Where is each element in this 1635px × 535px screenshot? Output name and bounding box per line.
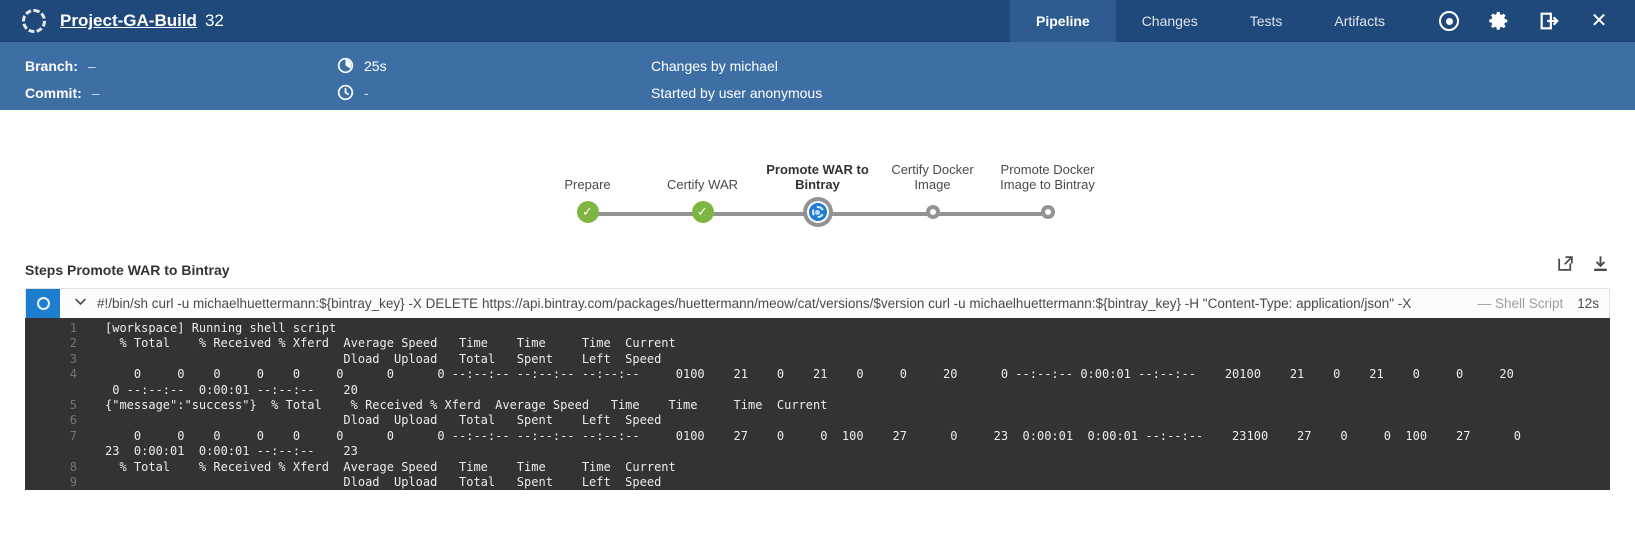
jenkins-blueocean-logo-icon: [22, 9, 46, 33]
console-line-text: 23 0:00:01 0:00:01 --:--:-- 23: [105, 444, 358, 459]
commit-label: Commit:: [25, 84, 82, 101]
stage-node-pending-icon[interactable]: [1040, 205, 1055, 219]
console-line-number[interactable]: 7: [69, 428, 77, 443]
step-command: #!/bin/sh curl -u michaelhuettermann:${b…: [97, 296, 1412, 311]
console-line-text: 0 0 0 0 0 0 0 0 --:--:-- --:--:-- --:--:…: [105, 428, 1522, 443]
stop-build-icon[interactable]: [1437, 9, 1461, 33]
step-row[interactable]: #!/bin/sh curl -u michaelhuettermann:${b…: [25, 288, 1610, 318]
changes-by: Changes by michael: [651, 57, 778, 74]
stage-label: Certify WAR: [666, 177, 739, 192]
console-line-text: {"message":"success"} % Total % Received…: [105, 398, 828, 413]
console-line: 8 % Total % Received % Xferd Average Spe…: [25, 460, 1610, 475]
duration-value: 25s: [364, 57, 387, 74]
console-line-text: 0 --:--:-- 0:00:01 --:--:-- 20: [105, 382, 358, 397]
console-line-number[interactable]: 1: [69, 321, 77, 335]
console-line-text: 0 0 0 0 0 0 0 0 --:--:-- --:--:-- --:--:…: [105, 367, 1514, 382]
estimated-value: -: [364, 84, 369, 101]
console-line: 6 Dload Upload Total Spent Left Speed: [25, 413, 1610, 428]
chevron-down-icon[interactable]: [74, 295, 87, 313]
stage-prepare[interactable]: Prepare ✓: [530, 140, 645, 226]
tab-artifacts[interactable]: Artifacts: [1334, 13, 1385, 29]
stage-certify-docker-image[interactable]: Certify Docker Image: [875, 140, 990, 226]
tab-pipeline[interactable]: Pipeline: [1010, 0, 1116, 42]
console-line-text: Dload Upload Total Spent Left Speed: [105, 475, 662, 490]
console-line: 4 0 0 0 0 0 0 0 0 --:--:-- --:--:-- --:-…: [25, 367, 1610, 382]
stage-node-success-icon[interactable]: ✓: [576, 201, 599, 223]
stage-node-running-icon[interactable]: [808, 203, 827, 221]
logout-icon[interactable]: [1537, 9, 1561, 33]
step-duration: 12s: [1577, 296, 1599, 311]
console-line-number[interactable]: [25, 383, 105, 398]
stage-promote-docker-image-to-bintray[interactable]: Promote Docker Image to Bintray: [990, 140, 1105, 226]
console-line-number[interactable]: [25, 444, 105, 459]
step-type-label: — Shell Script: [1477, 296, 1564, 311]
console-line-number[interactable]: 9: [69, 475, 77, 490]
clock-icon: [337, 84, 354, 101]
close-icon[interactable]: ✕: [1590, 10, 1608, 32]
console-line-number[interactable]: 4: [69, 367, 77, 382]
console-line-text: % Total % Received % Xferd Average Speed…: [105, 459, 676, 474]
stage-node-pending-icon[interactable]: [925, 205, 940, 219]
top-bar: Project-GA-Build 32 Pipeline Changes Tests…: [0, 0, 1635, 42]
commit-value: –: [91, 84, 100, 101]
step-running-status-icon: [26, 289, 60, 318]
run-number: 32: [204, 11, 224, 30]
stage-promote-war-to-bintray[interactable]: Promote WAR to Bintray: [760, 140, 875, 226]
console-log: 1 [workspace] Running shell script 2 % Tot…: [25, 318, 1610, 490]
console-line: 2 % Total % Received % Xferd Average Spe…: [25, 336, 1610, 351]
breadcrumb: Project-GA-Build 32: [60, 11, 224, 31]
stage-label: Promote Docker Image to Bintray: [1000, 162, 1095, 192]
console-line-number[interactable]: 5: [69, 398, 77, 413]
stage-label: Certify Docker Image: [891, 162, 974, 192]
gear-icon[interactable]: [1487, 9, 1511, 33]
console-line-text: % Total % Received % Xferd Average Speed…: [105, 336, 676, 351]
steps-heading: Steps Promote WAR to Bintray: [25, 262, 230, 278]
tab-tests[interactable]: Tests: [1249, 13, 1283, 29]
console-line-text: Dload Upload Total Spent Left Speed: [105, 413, 662, 428]
tab-bar: Pipeline Changes Tests Artifacts: [1010, 0, 1411, 42]
stage-certify-war[interactable]: Certify WAR ✓: [645, 140, 760, 226]
download-log-icon[interactable]: [1591, 254, 1610, 278]
console-line: 3 Dload Upload Total Spent Left Speed: [25, 352, 1610, 367]
stage-label: Promote WAR to Bintray: [766, 162, 869, 192]
run-summary-band: Branch: – Commit: – 25s - Changes by mic…: [0, 42, 1635, 110]
branch-label: Branch:: [25, 57, 78, 74]
console-line-number[interactable]: 6: [69, 413, 77, 428]
console-line: 1 [workspace] Running shell script: [25, 321, 1610, 336]
console-line: 7 0 0 0 0 0 0 0 0 --:--:-- --:--:-- --:-…: [25, 429, 1610, 444]
stage-label: Prepare: [564, 177, 611, 192]
console-line: 5 {"message":"success"} % Total % Receive…: [25, 398, 1610, 413]
stage-node-success-icon[interactable]: ✓: [691, 201, 714, 223]
console-line: 9 Dload Upload Total Spent Left Speed: [25, 475, 1610, 490]
started-by: Started by user anonymous: [651, 84, 823, 101]
open-console-external-icon[interactable]: [1556, 254, 1575, 278]
project-link[interactable]: Project-GA-Build: [60, 11, 197, 30]
console-line-text: Dload Upload Total Spent Left Speed: [105, 351, 662, 366]
branch-value: –: [87, 57, 96, 74]
console-line-number[interactable]: 2: [69, 336, 77, 351]
console-line: 0 --:--:-- 0:00:01 --:--:-- 20: [25, 383, 1610, 398]
stage-graph: Prepare ✓ Certify WAR ✓ Promote WAR to Bintr…: [530, 140, 1105, 232]
pipeline-graph-section: Prepare ✓ Certify WAR ✓ Promote WAR to Bintr…: [0, 110, 1635, 240]
tab-changes[interactable]: Changes: [1141, 13, 1198, 29]
duration-icon: [337, 57, 354, 74]
console-line-number[interactable]: 3: [69, 351, 77, 366]
console-line: 23 0:00:01 0:00:01 --:--:-- 23: [25, 444, 1610, 459]
console-line-number[interactable]: 8: [69, 459, 77, 474]
console-line-text: [workspace] Running shell script: [105, 321, 337, 335]
